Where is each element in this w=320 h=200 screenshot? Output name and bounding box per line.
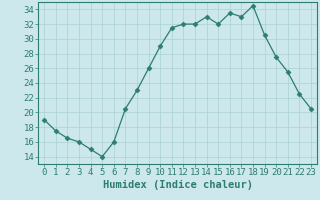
X-axis label: Humidex (Indice chaleur): Humidex (Indice chaleur)	[103, 180, 252, 190]
